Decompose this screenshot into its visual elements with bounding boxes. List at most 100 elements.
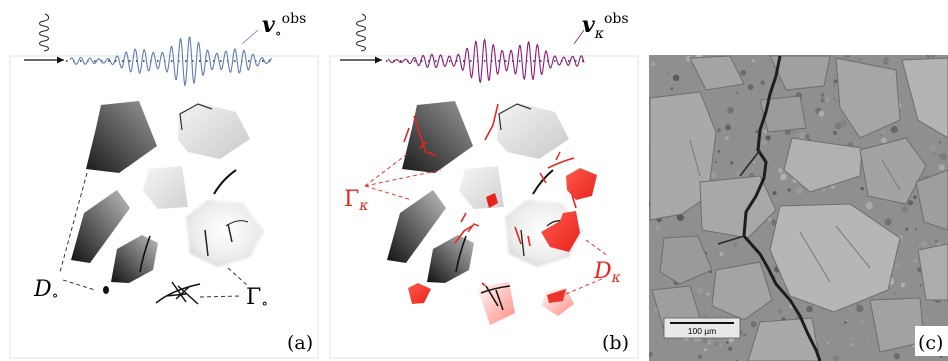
grit-particle — [929, 152, 936, 159]
red-crack — [539, 172, 547, 184]
wave-a-label: v∘obs — [262, 11, 306, 42]
red-crack — [403, 115, 437, 157]
grit-particle — [907, 200, 914, 206]
grit-particle — [719, 343, 723, 347]
fragment-light-top-edge — [498, 103, 532, 131]
grit-particle — [697, 354, 703, 359]
grit-particle — [860, 320, 865, 324]
grain — [917, 243, 948, 301]
grit-particle — [820, 93, 825, 97]
grit-particle — [706, 292, 710, 296]
grit-particle — [867, 339, 870, 341]
panel-b: vκobs — [329, 11, 639, 359]
grain — [689, 55, 745, 91]
scale-bar-label: 100 µm — [688, 326, 717, 336]
grit-particle — [697, 296, 703, 302]
grit-particle — [666, 70, 671, 75]
fragment-dark-top — [402, 101, 473, 173]
grit-particle — [883, 56, 890, 64]
grit-particle — [703, 348, 707, 352]
grit-particle — [893, 353, 900, 360]
grain — [915, 169, 948, 231]
grit-particle — [772, 191, 777, 196]
grit-particle — [717, 128, 721, 133]
red-crack — [547, 157, 575, 169]
grain — [711, 261, 773, 321]
grain — [783, 137, 863, 193]
grit-particle — [717, 150, 721, 153]
grit-particle — [901, 206, 909, 213]
grit-particle — [726, 341, 729, 344]
panel-b-tag: (b) — [602, 332, 629, 354]
grit-particle — [881, 131, 885, 134]
grit-particle — [795, 187, 803, 195]
grit-particle — [911, 239, 914, 243]
grit-particle — [787, 188, 792, 192]
grit-particle — [849, 343, 854, 347]
aggregate-grains — [649, 55, 948, 361]
grit-particle — [833, 79, 838, 84]
red-crack — [454, 212, 473, 244]
fragment-light-top — [497, 103, 569, 159]
label-D-b: Dκ — [593, 259, 621, 286]
grit-particle — [727, 106, 734, 114]
grit-particle — [778, 168, 783, 173]
grit-particle — [714, 160, 718, 164]
main-crack — [742, 55, 822, 361]
grit-particle — [923, 315, 930, 322]
grain — [747, 317, 821, 361]
grit-particle — [778, 309, 783, 314]
incident-arrow-icon — [375, 56, 382, 64]
grit-particle — [926, 55, 931, 58]
crack-cluster-a — [155, 281, 201, 305]
grit-particle — [676, 213, 684, 222]
Gamma-leaders-a — [199, 267, 249, 298]
grit-particle — [833, 97, 836, 100]
source-wavelet-icon — [356, 13, 367, 52]
grit-particle — [710, 172, 717, 179]
D-leaders-b — [565, 239, 609, 295]
fragment-group-a — [71, 101, 264, 305]
grain — [769, 203, 901, 313]
wave-b-label: vκobs — [582, 11, 629, 42]
panel-a: v∘obs D∘ Γ∘ (a) — [9, 11, 319, 359]
grit-particle — [772, 91, 776, 95]
branch-crack — [717, 149, 761, 245]
grit-particle — [649, 351, 653, 358]
grit-particle — [940, 153, 948, 161]
grit-particle — [686, 55, 692, 62]
grit-particle — [780, 173, 787, 181]
grit-particle — [833, 130, 838, 135]
grit-particle — [670, 87, 674, 90]
grit-particle — [651, 62, 656, 67]
grit-particle — [931, 55, 935, 58]
grit-particle — [715, 342, 719, 346]
grit-particle — [858, 58, 861, 61]
grit-particle — [690, 230, 696, 236]
grit-particle — [753, 161, 756, 164]
grit-particle — [843, 56, 846, 59]
Gamma-leaders-b — [364, 151, 442, 201]
grit-particle — [880, 134, 883, 137]
grit-particle — [765, 135, 771, 141]
grit-particle — [865, 201, 873, 210]
grit-particle — [830, 184, 836, 190]
grit-particle — [921, 241, 928, 248]
grit-particle — [672, 74, 680, 82]
grit-particle — [674, 346, 681, 353]
grit-particle — [860, 187, 864, 191]
crack-a-3 — [204, 223, 233, 257]
fragment-small-square — [143, 166, 188, 209]
grain — [835, 57, 901, 139]
grit-particle — [735, 91, 738, 95]
grit-particle — [751, 59, 755, 63]
grit-particle — [834, 123, 842, 130]
grit-particle — [827, 341, 830, 344]
grit-particle — [736, 117, 739, 119]
red-inclusion — [408, 283, 431, 304]
grit-particle — [767, 217, 772, 222]
red-crack — [484, 103, 499, 141]
void-a — [103, 286, 109, 294]
grit-particle — [850, 338, 853, 341]
grit-particle — [703, 294, 705, 297]
